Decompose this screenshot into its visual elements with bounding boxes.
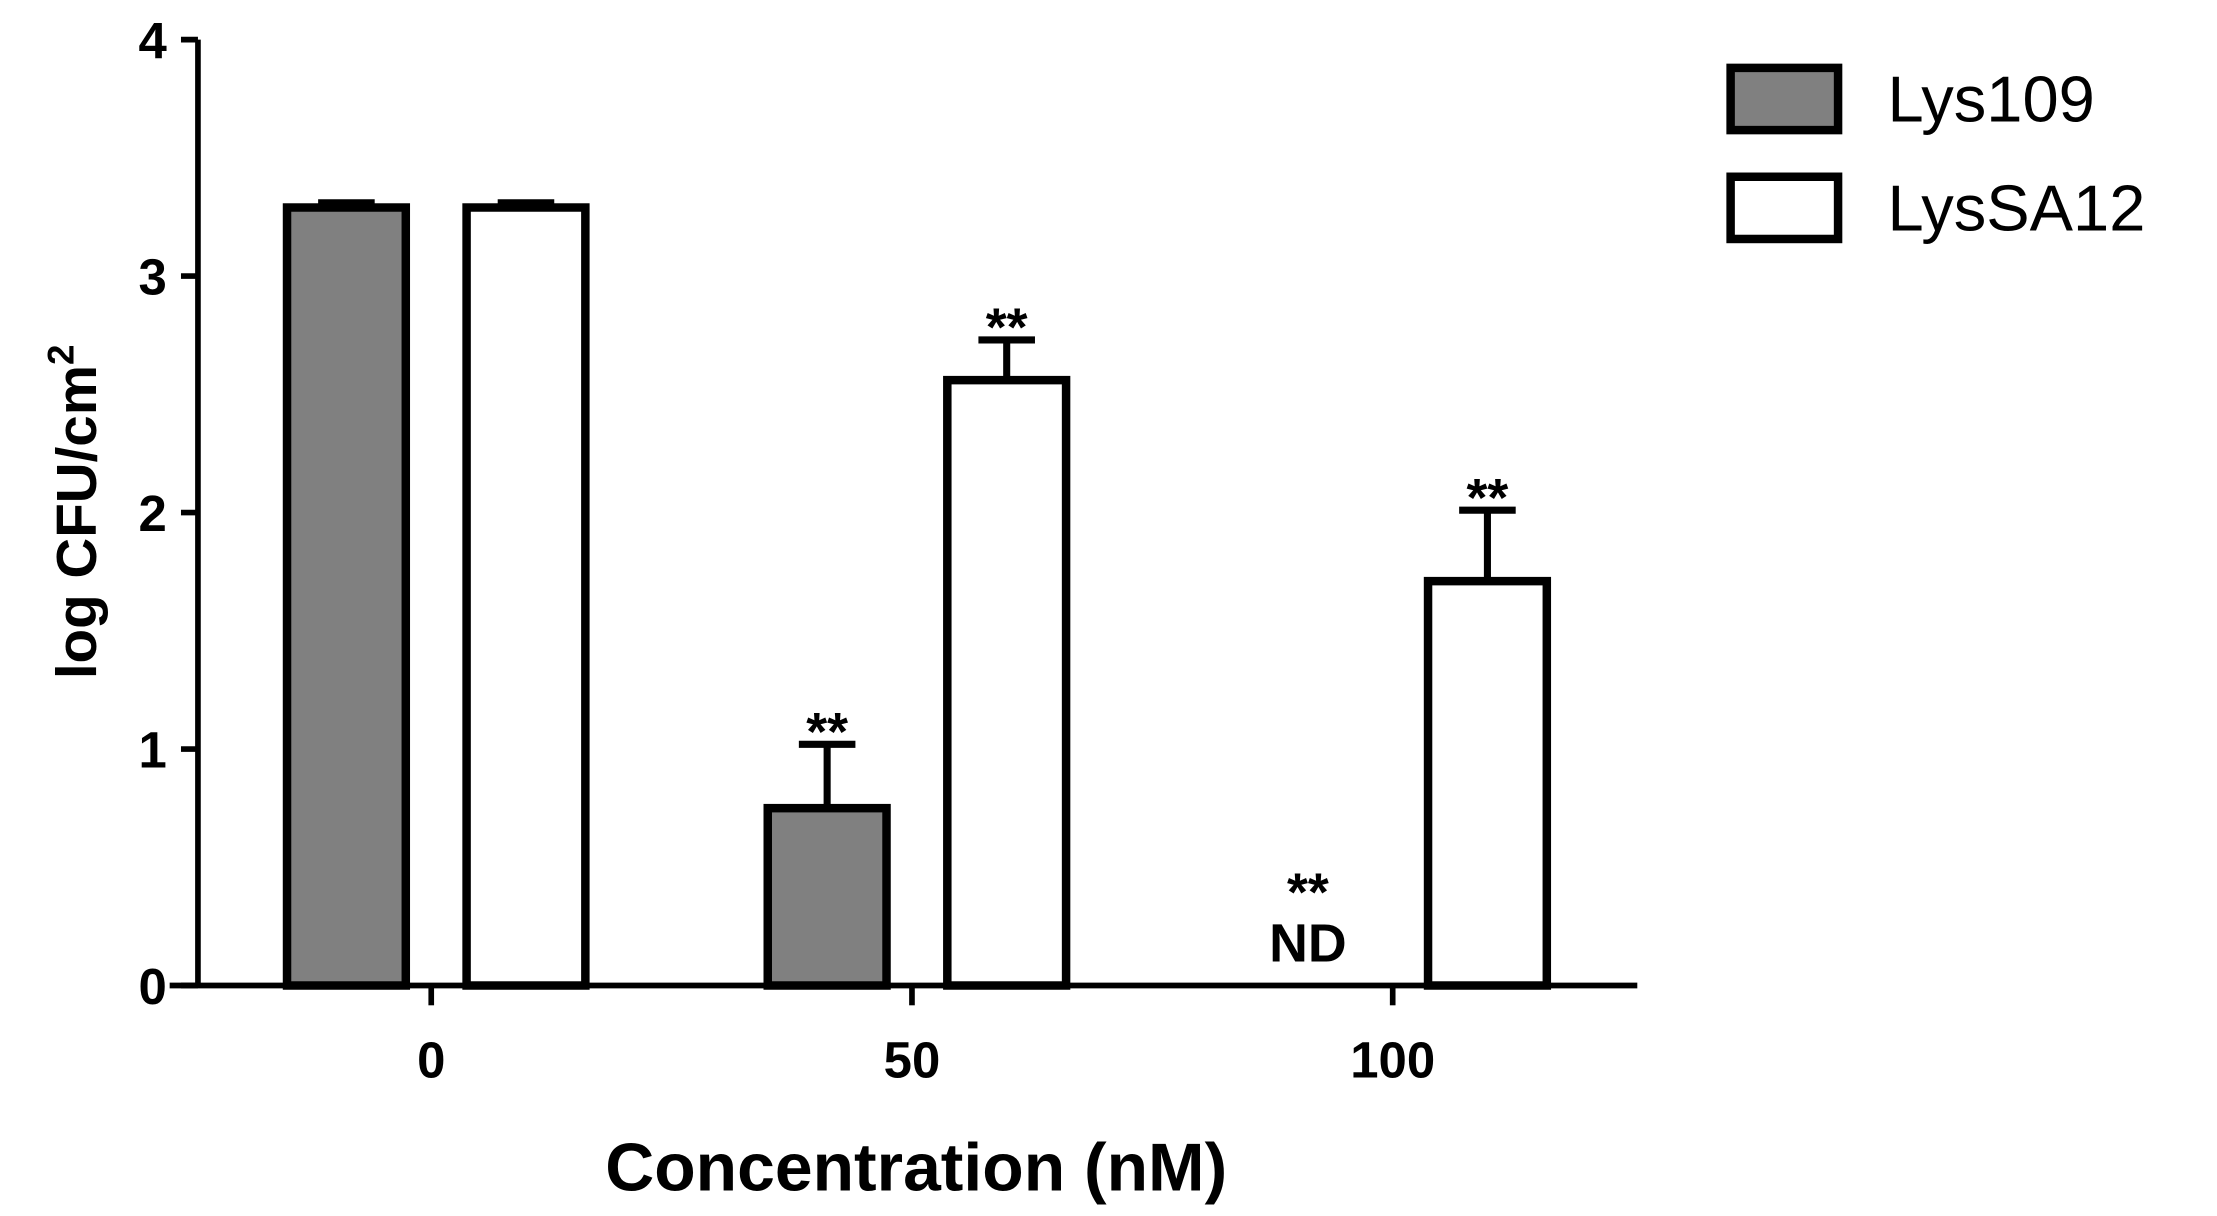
bar-lyssa12-50 <box>943 375 1071 990</box>
x-axis-label: Concentration (nM) <box>605 1131 1227 1206</box>
significance-label: ** <box>806 702 848 762</box>
legend-label: LysSA12 <box>1888 171 2146 244</box>
y-tick-label: 0 <box>139 958 167 1015</box>
legend-label: Lys109 <box>1888 63 2095 136</box>
bar-lyssa12-0 <box>462 203 590 990</box>
x-tick-label: 50 <box>884 1031 941 1088</box>
y-axis-label: log CFU/cm2 <box>41 345 109 680</box>
significance-label: ** <box>986 298 1028 358</box>
y-tick-label: 1 <box>139 721 167 778</box>
bar-lys109-50 <box>763 803 891 990</box>
legend-swatch <box>1726 172 1843 244</box>
significance-label: ** <box>1467 468 1509 528</box>
y-tick-label: 4 <box>139 12 168 69</box>
x-tick-label: 0 <box>417 1031 445 1088</box>
legend-swatch <box>1726 63 1843 135</box>
x-tick-label: 100 <box>1350 1031 1435 1088</box>
nd-label: ND <box>1269 913 1347 973</box>
y-tick-label: 3 <box>139 248 167 305</box>
bar-lyssa12-100 <box>1423 576 1552 990</box>
significance-label: ** <box>1287 863 1329 923</box>
y-tick-label: 2 <box>139 485 167 542</box>
bar-lys109-0 <box>282 203 411 990</box>
